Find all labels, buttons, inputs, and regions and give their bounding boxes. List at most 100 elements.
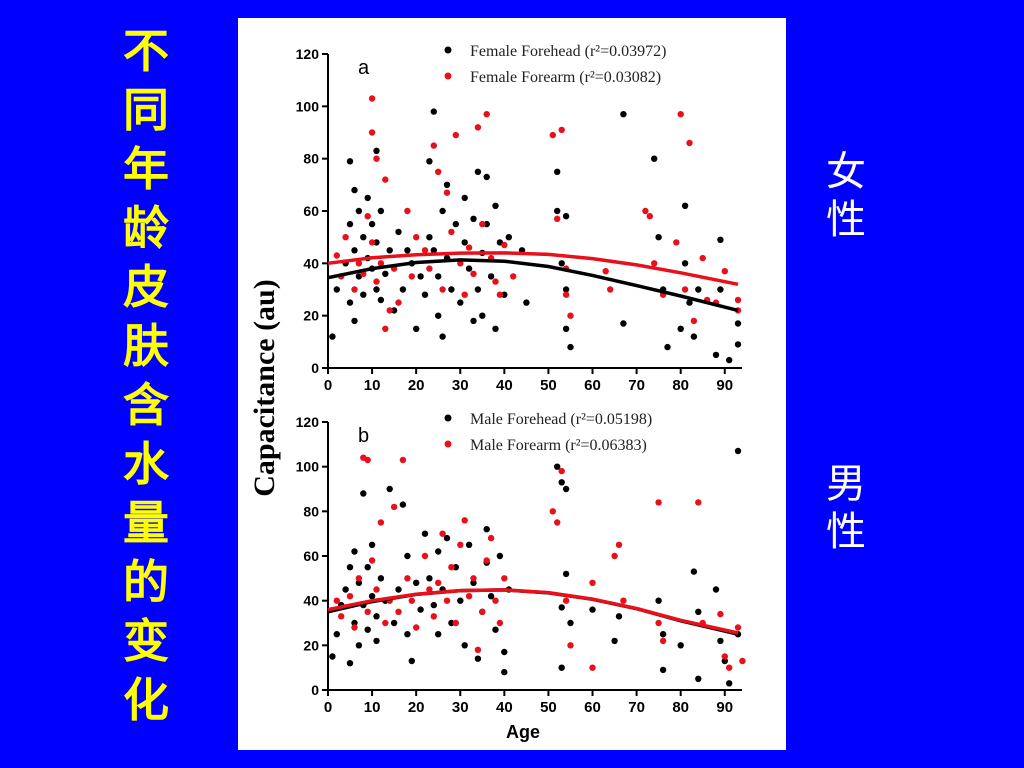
data-point — [417, 606, 424, 613]
data-point — [443, 181, 451, 188]
data-point — [399, 456, 407, 464]
data-point — [549, 508, 556, 515]
x-tick-label: 30 — [452, 699, 469, 716]
data-point — [382, 270, 389, 277]
data-point — [430, 613, 437, 620]
data-point — [734, 341, 742, 348]
data-point — [642, 207, 649, 215]
female-label-char: 性 — [826, 197, 866, 243]
data-point — [404, 631, 411, 638]
x-tick-label: 60 — [584, 699, 601, 716]
data-point — [695, 286, 702, 293]
x-tick-label: 70 — [628, 699, 645, 716]
trend-curve — [327, 251, 739, 287]
data-point — [408, 273, 415, 280]
data-point — [487, 273, 495, 280]
y-tick-label: 20 — [303, 637, 319, 653]
data-point — [382, 325, 389, 332]
data-point — [655, 619, 662, 627]
data-point — [501, 241, 508, 249]
data-point — [426, 234, 433, 241]
legend-marker — [444, 72, 452, 80]
data-point — [589, 664, 596, 671]
data-point — [673, 239, 680, 246]
data-point — [726, 680, 733, 687]
data-point — [395, 608, 402, 615]
title-char: 皮 — [123, 260, 169, 314]
data-point — [589, 579, 596, 586]
data-point — [413, 325, 420, 332]
x-axis-label: Age — [506, 722, 540, 742]
data-point — [677, 325, 684, 332]
data-point — [558, 126, 565, 134]
x-tick-label: 20 — [408, 699, 425, 716]
data-point — [739, 657, 746, 665]
y-tick-label: 120 — [296, 46, 320, 62]
data-point — [734, 320, 742, 327]
data-point — [562, 286, 570, 293]
data-point — [664, 343, 671, 351]
female-label: 女 性 — [818, 148, 874, 244]
data-point — [501, 575, 508, 582]
data-point — [681, 286, 689, 293]
data-point — [346, 220, 354, 228]
data-point — [421, 552, 429, 560]
data-point — [492, 202, 499, 209]
data-point — [602, 268, 609, 275]
data-point — [681, 202, 689, 209]
data-point — [501, 668, 508, 676]
title-char: 龄 — [123, 201, 169, 255]
data-point — [395, 228, 402, 236]
legend-entry: Female Forehead (r²=0.03972) — [470, 43, 666, 60]
data-point — [452, 619, 459, 627]
legend-marker — [444, 414, 452, 422]
data-point — [646, 213, 653, 220]
data-point — [554, 207, 561, 215]
data-point — [368, 541, 376, 548]
data-point — [386, 485, 393, 493]
data-point — [364, 456, 371, 464]
data-point — [474, 124, 482, 131]
data-point — [333, 597, 340, 604]
trend-curve — [327, 588, 739, 635]
y-tick-label: 60 — [303, 548, 319, 564]
data-point — [465, 265, 473, 272]
data-point — [395, 586, 402, 593]
data-point — [554, 168, 561, 175]
data-point — [474, 168, 482, 175]
data-point — [461, 291, 468, 298]
data-point — [426, 586, 433, 593]
data-point — [695, 499, 702, 506]
chart-panel: 0 20 40 60 80 100 120 0 10 20 30 40 50 60 70 80 90 a Femal… — [238, 18, 786, 750]
data-point — [351, 186, 358, 194]
data-point — [721, 653, 728, 660]
y-tick-label: 20 — [303, 308, 319, 324]
data-point — [448, 286, 455, 293]
data-point — [439, 530, 446, 537]
data-point — [342, 586, 349, 593]
data-point — [554, 215, 561, 222]
data-point — [655, 234, 662, 241]
data-point — [421, 247, 429, 254]
data-point — [523, 299, 530, 306]
data-point — [346, 158, 354, 165]
data-point — [377, 296, 385, 304]
data-point — [333, 631, 340, 638]
title-char: 含 — [123, 378, 169, 432]
data-point — [386, 307, 393, 314]
data-point — [717, 610, 724, 618]
panel-label: b — [358, 425, 369, 447]
data-point — [426, 265, 433, 272]
data-point — [368, 557, 376, 564]
data-point — [368, 239, 376, 246]
data-point — [554, 519, 561, 526]
data-point — [377, 260, 385, 267]
data-point — [360, 234, 367, 241]
data-point — [399, 501, 407, 508]
female-label-char: 女 — [826, 149, 866, 195]
data-point — [611, 637, 618, 645]
data-point — [430, 601, 437, 609]
data-point — [364, 564, 371, 571]
data-point — [355, 260, 363, 267]
data-point — [373, 147, 380, 154]
